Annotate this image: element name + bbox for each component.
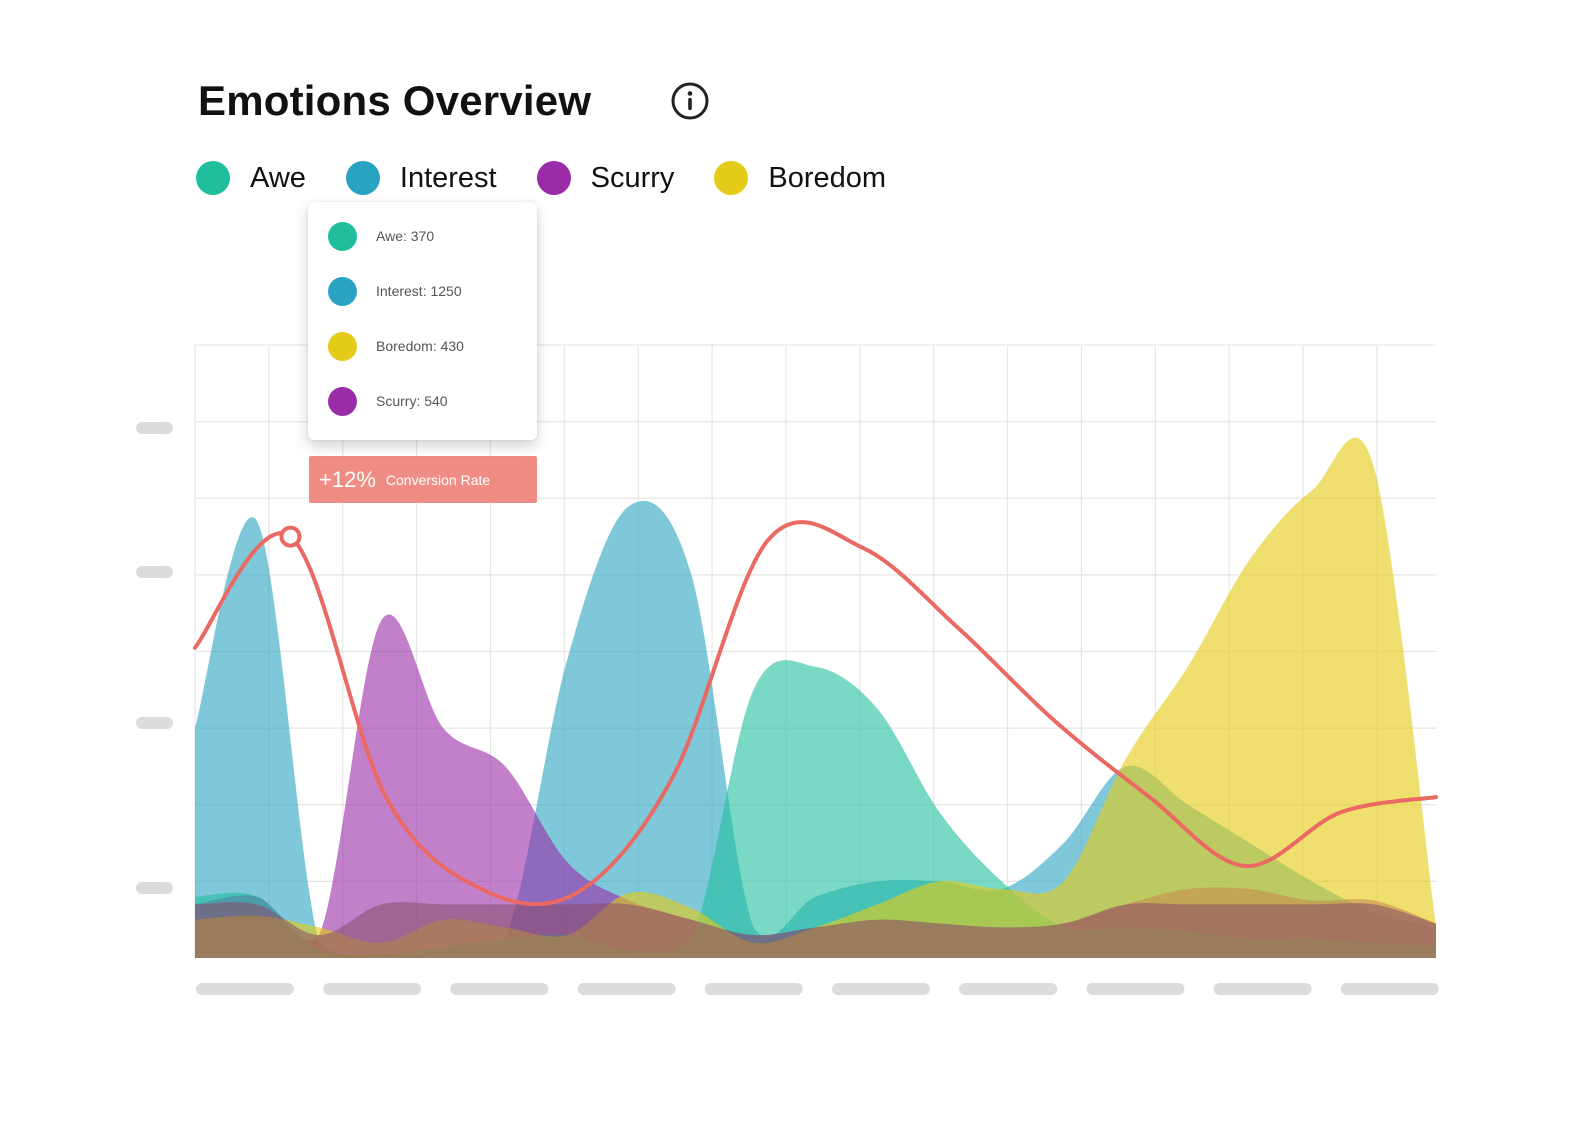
x-tick-label-placeholder	[1340, 983, 1439, 995]
tooltip-dot-boredom	[328, 331, 357, 361]
tooltip-row-boredom: Boredom: 430	[328, 331, 464, 361]
x-tick-label-placeholder	[832, 983, 930, 995]
legend-swatch-boredom	[714, 161, 749, 195]
legend-item-interest[interactable]: Interest	[345, 161, 497, 195]
x-tick-label-placeholder	[1213, 983, 1312, 995]
tooltip-dot-awe	[328, 221, 357, 251]
area-boredom	[195, 437, 1436, 958]
tooltip-text-scurry: Scurry: 540	[376, 393, 448, 409]
conversion-rate-value: +12%	[319, 466, 376, 492]
legend-swatch-scurry	[536, 161, 571, 195]
tooltip-row-scurry: Scurry: 540	[328, 386, 448, 416]
conversion-rate-badge: +12% Conversion Rate	[309, 456, 537, 503]
data-tooltip: Awe: 370 Interest: 1250 Boredom: 430 Scu…	[308, 202, 537, 440]
x-tick-label-placeholder	[323, 983, 422, 995]
x-tick-label-placeholder	[704, 983, 803, 995]
chart-axes	[136, 422, 1439, 995]
legend-swatch-interest	[345, 161, 380, 195]
legend-item-awe[interactable]: Awe	[196, 161, 306, 195]
area-awe	[195, 660, 1436, 958]
area-overlap-base	[195, 902, 1436, 958]
tooltip-text-awe: Awe: 370	[376, 228, 435, 244]
legend-swatch-awe	[196, 161, 230, 195]
conversion-rate-layer	[193, 520, 1438, 907]
tooltip-row-interest: Interest: 1250	[328, 276, 462, 306]
conversion-rate-line	[193, 520, 1438, 907]
x-tick-label-placeholder	[959, 983, 1058, 995]
area-scurry	[195, 614, 1436, 958]
tooltip-row-awe: Awe: 370	[328, 221, 434, 251]
chart-areas	[195, 437, 1436, 958]
y-tick-label-placeholder	[136, 882, 173, 894]
legend-label-interest: Interest	[399, 162, 497, 194]
x-tick-label-placeholder	[450, 983, 549, 995]
highlight-point	[279, 525, 302, 548]
legend-label-boredom: Boredom	[768, 162, 887, 194]
legend-label-awe: Awe	[250, 162, 306, 194]
y-tick-label-placeholder	[136, 422, 173, 434]
chart-legend: Awe Interest Scurry Boredom	[196, 156, 926, 200]
y-tick-label-placeholder	[136, 717, 173, 729]
tooltip-text-interest: Interest: 1250	[376, 283, 462, 299]
legend-item-boredom[interactable]: Boredom	[714, 161, 886, 195]
x-tick-label-placeholder	[1086, 983, 1185, 995]
x-tick-label-placeholder	[196, 983, 294, 995]
tooltip-text-boredom: Boredom: 430	[376, 338, 464, 354]
tooltip-dot-interest	[328, 276, 357, 306]
y-tick-label-placeholder	[136, 566, 173, 578]
page-title: Emotions Overview	[198, 77, 592, 124]
x-tick-label-placeholder	[577, 983, 676, 995]
legend-item-scurry[interactable]: Scurry	[536, 161, 675, 195]
tooltip-dot-scurry	[328, 386, 357, 416]
legend-label-scurry: Scurry	[590, 162, 675, 194]
info-circle-icon[interactable]	[670, 81, 710, 121]
conversion-rate-label: Conversion Rate	[385, 471, 491, 488]
